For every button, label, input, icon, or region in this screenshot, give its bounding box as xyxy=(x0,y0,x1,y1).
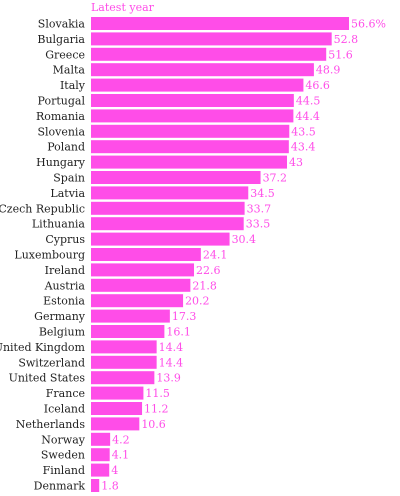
value-label: 44.4 xyxy=(295,110,320,123)
category-label: Malta xyxy=(53,64,86,77)
bar xyxy=(91,355,157,369)
bar xyxy=(91,47,327,61)
value-label: 11.5 xyxy=(145,387,170,400)
bar xyxy=(91,155,288,169)
category-label: Sweden xyxy=(41,449,85,462)
value-label: 44.5 xyxy=(296,95,321,108)
bar xyxy=(91,109,294,123)
value-label: 11.2 xyxy=(144,403,169,416)
column-header: Latest year xyxy=(91,1,155,14)
value-labels: 56.6%52.851.648.946.644.544.443.543.4433… xyxy=(101,18,386,493)
category-label: Poland xyxy=(47,141,85,154)
category-label: Ireland xyxy=(45,264,85,277)
value-label: 10.6 xyxy=(141,418,166,431)
category-label: Slovakia xyxy=(38,18,86,31)
category-label: France xyxy=(46,387,85,400)
value-label: 56.6% xyxy=(351,18,386,31)
bar xyxy=(91,294,184,308)
category-label: Luxembourg xyxy=(14,249,85,262)
bar xyxy=(91,325,165,338)
category-label: United Kingdom xyxy=(0,341,86,354)
bar xyxy=(91,186,249,200)
value-label: 22.6 xyxy=(196,264,221,277)
value-label: 14.4 xyxy=(159,341,184,354)
value-label: 4 xyxy=(111,464,118,477)
bar xyxy=(91,417,140,431)
bar xyxy=(91,94,294,107)
value-label: 46.6 xyxy=(305,79,330,92)
value-label: 43.5 xyxy=(291,125,316,138)
value-label: 1.8 xyxy=(101,480,119,493)
bar xyxy=(91,201,245,215)
value-label: 37.2 xyxy=(263,172,288,185)
bar xyxy=(91,340,157,354)
category-label: Slovenia xyxy=(37,125,85,138)
bars xyxy=(91,17,349,492)
category-label: Germany xyxy=(34,310,86,323)
category-label: Iceland xyxy=(44,403,85,416)
category-label: Norway xyxy=(41,433,85,446)
category-label: Italy xyxy=(60,79,86,92)
category-label: Finland xyxy=(43,464,85,477)
category-label: Romania xyxy=(36,110,85,123)
value-label: 24.1 xyxy=(203,249,228,262)
bar xyxy=(91,217,244,231)
value-label: 21.8 xyxy=(192,279,217,292)
value-label: 13.9 xyxy=(156,372,181,385)
bar xyxy=(91,309,170,323)
value-label: 51.6 xyxy=(328,48,353,61)
value-label: 34.5 xyxy=(250,187,274,200)
category-label: Estonia xyxy=(43,295,85,308)
value-label: 43 xyxy=(289,156,303,169)
bar xyxy=(91,448,110,462)
category-label: Greece xyxy=(45,48,85,61)
bar xyxy=(91,140,289,154)
bar xyxy=(91,78,304,92)
value-label: 52.8 xyxy=(334,33,359,46)
bar xyxy=(91,402,143,415)
category-label: Hungary xyxy=(36,156,86,169)
category-labels: Slovakia Bulgaria Greece Malta Italy Portugal… xyxy=(0,18,86,493)
bar xyxy=(91,479,100,492)
value-label: 17.3 xyxy=(172,310,197,323)
category-label: Czech Republic xyxy=(0,202,85,215)
bar xyxy=(91,248,201,261)
category-label: Lithuania xyxy=(32,218,86,231)
category-label: Austria xyxy=(44,279,86,292)
value-label: 43.4 xyxy=(291,141,316,154)
bar xyxy=(91,278,191,292)
value-label: 4.1 xyxy=(112,449,130,462)
value-label: 48.9 xyxy=(316,64,341,77)
value-label: 16.1 xyxy=(166,326,191,339)
bar xyxy=(91,432,111,446)
bar xyxy=(91,263,195,277)
value-label: 4.2 xyxy=(112,433,129,446)
category-label: Switzerland xyxy=(18,356,85,369)
category-label: United States xyxy=(9,372,86,385)
category-label: Denmark xyxy=(34,480,86,493)
value-label: 33.7 xyxy=(247,202,272,215)
bar xyxy=(91,463,110,477)
bar xyxy=(91,32,332,46)
value-label: 20.2 xyxy=(185,295,210,308)
category-label: Portugal xyxy=(38,95,86,108)
category-label: Spain xyxy=(53,172,85,185)
value-label: 14.4 xyxy=(159,356,184,369)
value-label: 30.4 xyxy=(232,233,257,246)
bar xyxy=(91,17,349,30)
bar xyxy=(91,371,155,385)
bar xyxy=(91,171,261,184)
category-label: Bulgaria xyxy=(37,33,85,46)
bar xyxy=(91,386,144,400)
bar xyxy=(91,124,290,138)
category-label: Cyprus xyxy=(45,233,85,246)
value-label: 33.5 xyxy=(246,218,271,231)
bar xyxy=(91,232,230,246)
category-label: Latvia xyxy=(50,187,85,200)
bar xyxy=(91,63,314,77)
category-label: Netherlands xyxy=(16,418,86,431)
category-label: Belgium xyxy=(39,326,86,339)
